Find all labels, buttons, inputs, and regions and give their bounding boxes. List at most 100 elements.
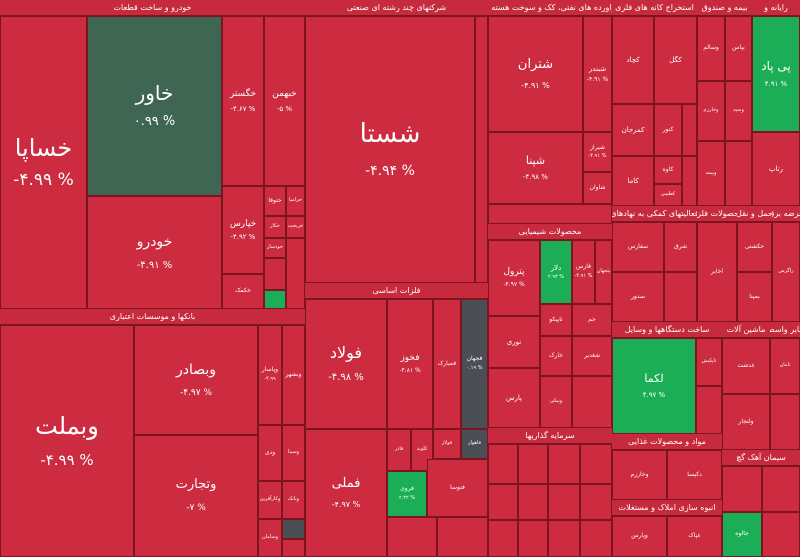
tile-vsaman[interactable]: وسامان [258,519,282,557]
tile-dlar[interactable]: دلار ۲.۹۳ % [540,240,572,304]
tile-ptrol[interactable]: پترول -۴.۹۷ % [488,240,540,316]
tile-inv-11[interactable] [548,520,580,557]
tile-fnouri[interactable]: فروی ۲.۳۲ % [387,471,427,517]
tile-small-1[interactable] [264,258,286,290]
tile-akha[interactable]: اخابر [697,222,737,322]
tile-vdey[interactable]: ودی [258,425,282,481]
sector-header-petro[interactable]: محصولات شیمیایی [488,224,612,240]
tile-inv-7[interactable] [548,484,580,520]
tile-khkaman[interactable]: خکمک [222,274,264,309]
tile-khbahman[interactable]: خبهمن -۵ % [264,16,305,186]
sector-header-chem[interactable]: شرکتهای چند رشته ای صنعتی [305,0,488,16]
tile-shbandar[interactable]: شبندر -۴.۹۱ % [583,16,612,132]
tile-kagh[interactable]: وخارزم [612,450,667,500]
tile-vbmellat[interactable]: وبملت -۴.۹۹ % [0,325,134,557]
tile-kaveh[interactable]: کاوه [654,156,682,184]
tile-shpna[interactable]: شپنا -۴.۹۸ % [488,132,583,204]
tile-takpiko[interactable]: تاپیکو [540,304,572,336]
tile-shiraz[interactable]: شیراز -۴.۹۱ % [583,132,612,172]
tile-sharq[interactable]: شرق [664,222,697,272]
tile-inv-6[interactable] [518,484,548,520]
tile-inv-9[interactable] [488,520,518,557]
sector-header-rubber[interactable]: سرمایه گذاریها [488,428,612,444]
sector-header-utility[interactable]: فعالیتهای کمکی به نهادهای [612,206,697,222]
tile-inv-5[interactable] [488,484,518,520]
tile-papad[interactable]: پی پاد ۴.۹۱ % [752,16,800,132]
tile-bpasar[interactable]: بپاس [725,16,752,81]
tile-khavar[interactable]: خاور ۰.۹۹ % [87,16,222,196]
tile-inv-3[interactable] [548,444,580,484]
sector-header-metals[interactable]: فلزات اساسی [305,283,488,299]
tile-tap[interactable]: تاپکیش [696,338,722,386]
tile-fkhouz[interactable]: فخوز -۴.۸۱ % [387,299,433,429]
tile-fmbarak[interactable]: فمبارک [433,299,461,429]
sector-header-telecom[interactable]: محصولات فلزی [697,206,737,222]
tile-vpars[interactable]: وپارس [612,516,667,557]
tile-khtog[interactable]: ختوقا [264,186,286,216]
tile-inv-8[interactable] [580,484,612,520]
tile-fameli[interactable]: فملی -۴.۹۷ % [305,429,387,557]
tile-farsh[interactable]: فارس -۴.۹۱ % [572,240,595,304]
tile-small-5[interactable] [682,104,697,156]
tile-sdoroud[interactable]: سدور [612,272,664,322]
tile-gheyr[interactable]: غپاک [667,516,722,557]
tile-vsina[interactable]: وسینا [282,425,305,481]
sector-header-pharma[interactable]: ماشین آلات [722,322,770,338]
tile-small-4[interactable] [488,204,612,224]
tile-vbank[interactable]: وبانک [282,481,305,519]
tile-inv-4[interactable] [580,444,612,484]
tile-shatran[interactable]: شتران -۴.۹۱ % [488,16,583,132]
tile-small-12[interactable] [664,272,697,322]
sector-header-machinery[interactable]: ساخت دستگاهها و وسایل [612,322,722,338]
tile-small-6[interactable] [682,156,697,206]
tile-vpasar[interactable]: وپاسار -۴.۹۹ [258,325,282,425]
tile-inv-2[interactable] [518,444,548,484]
tile-vmhr[interactable]: وبشهر [282,325,305,425]
tile-kshar[interactable]: کطبس [654,184,682,206]
tile-fahvaz[interactable]: فاهواز [461,429,488,459]
tile-small-8[interactable] [282,539,305,557]
tile-small-13[interactable] [696,386,722,434]
tile-paskan[interactable]: پارس [488,368,540,428]
tile-inv-1[interactable] [488,444,518,484]
tile-kgaz[interactable]: کنور [654,104,682,156]
tile-dnpna[interactable]: دکپسا [667,450,722,500]
tile-small-3[interactable] [475,16,488,283]
sector-header-mining[interactable]: استخراج کانه های فلزی [612,0,697,16]
tile-vkharazm[interactable]: وخارزم [697,81,725,141]
sector-header-banks[interactable]: بانکها و موسسات اعتباری [0,309,305,325]
tile-nouri[interactable]: نوری [488,316,540,368]
sector-header-auto[interactable]: خودرو و ساخت قطعات [0,0,305,16]
tile-kahaman[interactable]: کچاد [612,16,654,104]
tile-khodro[interactable]: خودرو -۴.۹۱ % [87,196,222,309]
tile-fzar[interactable]: فاذر [387,429,411,471]
tile-chalo[interactable]: جالوه [722,512,762,557]
tile-small-7[interactable] [725,141,752,206]
tile-khokar[interactable]: خکار [264,216,286,238]
tile-vala[interactable]: ونیکی [540,376,572,428]
tile-ktamaw[interactable]: کاما [612,156,654,206]
tile-fgolgo[interactable]: فولاژ [433,429,461,459]
tile-msalem[interactable]: وسالم [697,16,725,81]
tile-sefaro[interactable]: سفارس [612,222,664,272]
tile-vkarafarin[interactable]: وکارآفرین [258,481,282,519]
tile-kharg[interactable]: خارک [540,336,572,376]
tile-lkama[interactable]: لکما ۴.۹۷ % [612,338,696,434]
tile-pjahan[interactable]: پتجهان [595,240,612,304]
tile-vtejarat[interactable]: وتجارت -۷ % [134,435,258,557]
tile-foolad[interactable]: فولاد -۴.۹۸ % [305,299,387,429]
tile-cement-1[interactable] [722,466,762,512]
tile-gray-bank[interactable] [282,519,305,539]
tile-small-14[interactable] [770,394,800,450]
tile-fjahan[interactable]: فجهان ۰.۱۹ % [461,299,488,429]
tile-khgostar[interactable]: خگستر -۴.۶۷ % [222,16,264,186]
tile-vbank2[interactable]: ولتجار [722,394,770,450]
tile-khparis[interactable]: خپارس -۴.۹۲ % [222,186,264,274]
sector-header-other[interactable]: سایر واسطه [770,322,800,338]
tile-khasapa[interactable]: خساپا -۴.۹۹ % [0,16,87,309]
tile-inv-12[interactable] [580,520,612,557]
tile-thaman[interactable]: ثامان [770,338,800,394]
tile-shgadir[interactable]: شغدیر [572,336,612,376]
tile-small-11[interactable] [572,376,612,428]
tile-inv-10[interactable] [518,520,548,557]
